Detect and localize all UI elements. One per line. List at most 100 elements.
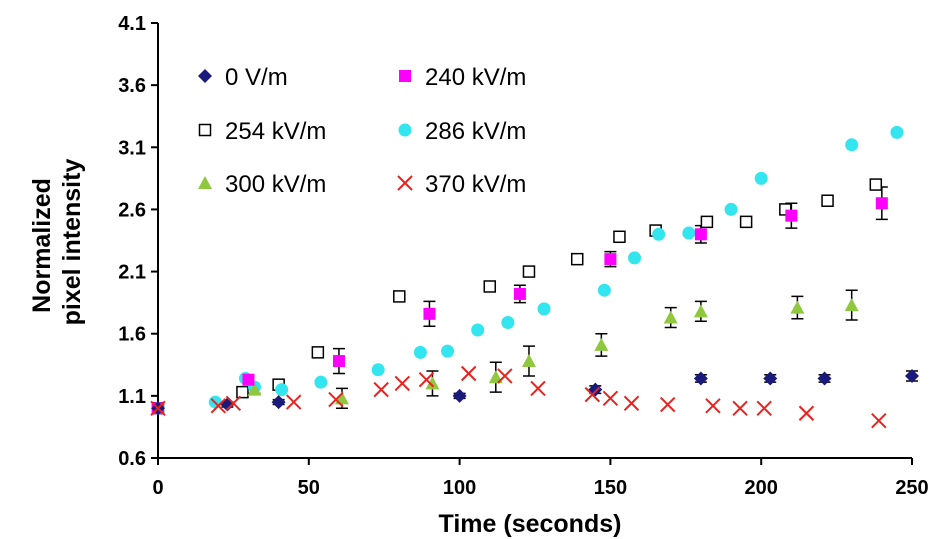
point-370-kv-m [602, 390, 619, 407]
point-286-kv-m [413, 345, 427, 359]
point-300-kv-m [663, 310, 678, 324]
legend-marker [198, 69, 212, 83]
point-370-kv-m [584, 386, 601, 403]
point-370-kv-m [732, 400, 748, 416]
point-254-kv-m [700, 215, 714, 229]
y-axis-title-line-2: pixel intensity [58, 159, 86, 326]
point-0-v-m [763, 371, 778, 386]
point-370-kv-m [497, 368, 513, 384]
point-300-kv-m [594, 337, 609, 351]
point-254-kv-m [311, 346, 325, 359]
point-254-kv-m [613, 230, 626, 244]
point-370-kv-m [286, 394, 302, 410]
point-0-v-m [588, 382, 603, 397]
point-286-kv-m [537, 302, 551, 316]
point-300-kv-m [425, 376, 440, 390]
point-286-kv-m [501, 316, 515, 330]
point-286-kv-m [845, 138, 859, 152]
y-axis-title: Normalized pixel intensity [28, 159, 86, 326]
legend-marker [398, 123, 412, 137]
point-240-kv-m [242, 373, 255, 386]
point-286-kv-m [682, 226, 696, 240]
point-240-kv-m [785, 209, 798, 222]
point-300-kv-m [521, 354, 536, 368]
legend-label: 300 kV/m [225, 171, 326, 198]
point-370-kv-m [225, 395, 242, 412]
point-370-kv-m [705, 398, 721, 414]
x-axis-title: Time (seconds) [439, 510, 622, 538]
legend-item: 370 kV/m [397, 171, 526, 198]
y-tick-label: 3.1 [118, 137, 146, 159]
y-tick-label: 0.6 [118, 448, 146, 470]
point-254-kv-m [779, 203, 792, 216]
legend-label: 0 V/m [225, 64, 288, 91]
axes [157, 23, 912, 459]
x-tick-label: 100 [443, 477, 476, 499]
legend-marker [198, 123, 212, 137]
point-370-kv-m [150, 400, 166, 416]
legend: 0 V/m 240 kV/m 254 kV/m 286 kV/m 300 kV/m 370… [198, 64, 526, 198]
data-points [150, 125, 919, 429]
y-tick-label: 3.6 [118, 75, 146, 97]
point-254-kv-m [393, 290, 406, 303]
point-240-kv-m [332, 355, 345, 368]
legend-marker [399, 70, 411, 82]
point-286-kv-m [441, 344, 455, 358]
point-254-kv-m [236, 385, 249, 399]
point-286-kv-m [754, 171, 768, 185]
y-tick-label: 2.6 [118, 199, 146, 221]
legend-item: 0 V/m [198, 64, 288, 91]
point-0-v-m [905, 368, 919, 383]
point-254-kv-m [483, 280, 497, 293]
point-254-kv-m [739, 215, 753, 229]
point-0-v-m [817, 371, 832, 386]
point-254-kv-m [570, 252, 584, 266]
x-tick-label: 150 [594, 477, 627, 499]
point-370-kv-m [659, 396, 676, 413]
point-286-kv-m [628, 251, 642, 265]
point-300-kv-m [488, 370, 503, 384]
point-370-kv-m [623, 395, 640, 412]
point-370-kv-m [798, 405, 815, 421]
legend-label: 254 kV/m [225, 118, 326, 145]
legend-marker [397, 175, 413, 191]
legend-item: 300 kV/m [198, 171, 326, 198]
y-tick-label: 4.1 [118, 13, 146, 35]
point-286-kv-m [890, 125, 904, 139]
point-300-kv-m [844, 298, 859, 312]
point-240-kv-m [875, 197, 888, 210]
point-254-kv-m [869, 178, 883, 191]
y-tick-label: 1.1 [118, 386, 146, 408]
point-286-kv-m [371, 363, 385, 377]
point-370-kv-m [756, 400, 772, 416]
point-240-kv-m [694, 228, 707, 241]
y-tick-label: 2.1 [118, 262, 146, 284]
point-0-v-m [693, 371, 708, 386]
point-370-kv-m [871, 413, 887, 429]
point-370-kv-m [373, 381, 389, 398]
y-tick-label: 1.6 [118, 324, 146, 346]
point-286-kv-m [275, 383, 289, 397]
y-axis-title-line-1: Normalized [28, 178, 56, 313]
point-254-kv-m [821, 194, 834, 207]
point-300-kv-m [790, 300, 805, 314]
point-370-kv-m [394, 375, 411, 392]
y-ticks: 0.6 1.1 1.6 2.1 2.6 3.1 3.6 4.1 [118, 13, 158, 470]
x-tick-label: 0 [152, 477, 163, 499]
point-370-kv-m [418, 371, 435, 388]
x-tick-label: 50 [298, 477, 320, 499]
point-0-v-m [452, 388, 467, 403]
x-tick-label: 200 [745, 477, 778, 499]
point-300-kv-m [247, 382, 262, 396]
point-370-kv-m [328, 391, 344, 408]
point-370-kv-m [460, 365, 477, 382]
x-ticks: 0 50 100 150 200 250 [152, 458, 929, 499]
point-240-kv-m [423, 307, 436, 320]
point-286-kv-m [471, 323, 485, 337]
legend-label: 240 kV/m [425, 64, 526, 91]
error-bars [152, 186, 918, 412]
point-370-kv-m [210, 398, 227, 414]
point-286-kv-m [314, 375, 328, 389]
point-370-kv-m [530, 380, 546, 397]
